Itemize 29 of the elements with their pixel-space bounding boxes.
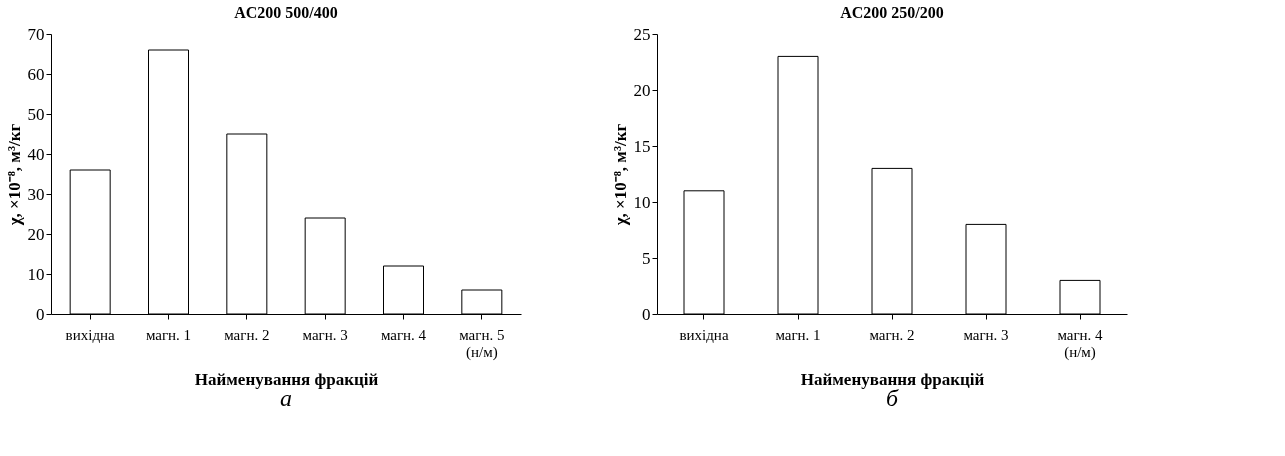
y-tick-label: 15: [633, 136, 651, 156]
y-tick-label: 0: [36, 304, 45, 324]
y-tick-label: 60: [27, 64, 45, 84]
y-axis-title: χ, ×10⁻⁸, м³/кг: [4, 123, 24, 227]
y-tick-label: 10: [633, 192, 651, 212]
x-tick-label: магн. 4 (н/м): [1057, 326, 1104, 361]
x-tick-label: вихідна: [679, 326, 729, 343]
x-tick-label: магн. 3: [963, 326, 1009, 343]
x-tick-label: магн. 1: [145, 326, 192, 343]
x-tick-label: вихідна: [65, 326, 116, 343]
chart-title: AC200 250/200: [840, 4, 944, 21]
y-tick-label: 50: [27, 104, 45, 124]
y-tick-label: 0: [642, 304, 651, 324]
x-tick-label: магн. 3: [302, 326, 348, 343]
y-tick-label: 70: [27, 24, 45, 44]
y-axis-title: χ, ×10⁻⁸, м³/кг: [610, 123, 630, 227]
y-tick-label: 40: [27, 144, 45, 164]
y-tick-label: 10: [27, 264, 45, 284]
y-tick-label: 25: [633, 24, 651, 44]
x-tick-label: магн. 2: [224, 326, 270, 343]
x-tick-label: магн. 5 (н/м): [459, 326, 505, 361]
y-tick-label: 20: [27, 224, 45, 244]
chart-title: AC200 500/400: [234, 4, 338, 21]
y-tick-label: 30: [27, 184, 45, 204]
x-tick-label: магн. 2: [869, 326, 915, 343]
y-tick-label: 5: [642, 248, 651, 268]
x-tick-label: магн. 4: [380, 326, 427, 343]
x-tick-label: магн. 1: [775, 326, 821, 343]
y-tick-label: 20: [633, 80, 651, 100]
